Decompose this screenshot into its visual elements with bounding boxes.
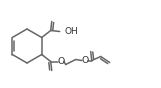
Text: O: O [81, 56, 88, 65]
Text: O: O [57, 57, 64, 66]
Text: OH: OH [65, 26, 78, 35]
